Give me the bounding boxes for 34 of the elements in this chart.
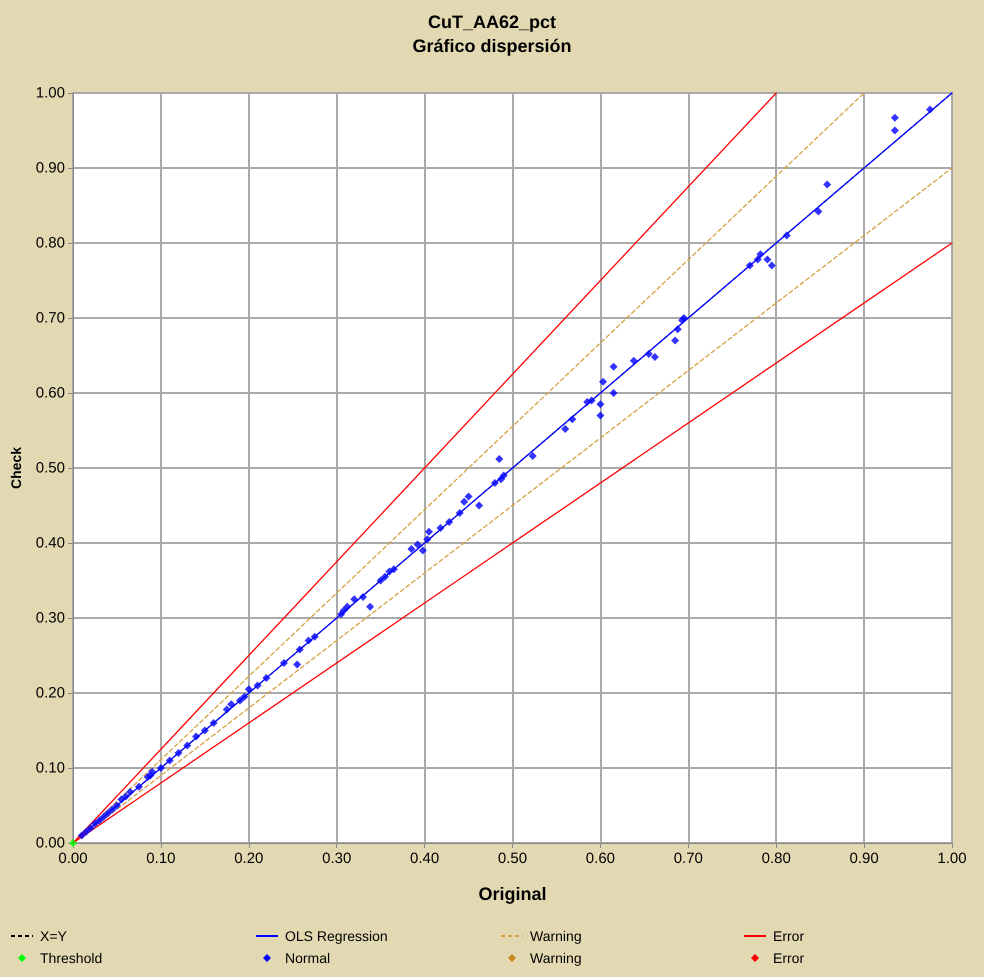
chart-subtitle: Gráfico dispersión	[412, 36, 572, 56]
x-tick-label: 0.50	[498, 850, 528, 867]
x-tick-label: 0.60	[586, 850, 615, 867]
x-axis-title: Original	[478, 884, 547, 904]
x-tick-label: 0.30	[322, 850, 352, 867]
y-tick-label: 0.90	[36, 160, 65, 176]
legend-label: Error	[773, 950, 804, 966]
y-tick-label: 0.10	[36, 760, 65, 776]
x-tick-label: 0.90	[850, 850, 879, 867]
x-tick-label: 0.10	[146, 850, 176, 867]
chart-title: CuT_AA62_pct	[428, 12, 556, 32]
legend-label: OLS Regression	[285, 928, 388, 944]
x-tick-label: 1.00	[937, 850, 967, 867]
y-tick-label: 1.00	[36, 84, 65, 102]
x-tick-label: 0.40	[410, 850, 440, 867]
legend-label: Warning	[530, 928, 582, 944]
y-tick-label: 0.00	[36, 834, 65, 852]
legend-label: Threshold	[40, 950, 102, 966]
x-tick-label: 0.00	[58, 850, 88, 867]
legend-label: X=Y	[40, 928, 67, 944]
y-tick-label: 0.20	[36, 684, 65, 702]
y-tick-label: 0.70	[36, 310, 65, 326]
legend-label: Error	[773, 928, 804, 944]
y-tick-label: 0.50	[36, 460, 65, 476]
legend-label: Warning	[530, 950, 582, 966]
y-tick-label: 0.60	[36, 384, 65, 402]
y-tick-label: 0.30	[36, 610, 65, 626]
x-tick-label: 0.20	[234, 850, 264, 867]
y-axis-title: Check	[8, 446, 24, 490]
y-tick-label: 0.80	[36, 234, 65, 252]
y-tick-label: 0.40	[36, 534, 65, 552]
x-tick-label: 0.70	[674, 850, 703, 867]
x-tick-label: 0.80	[762, 850, 791, 867]
legend-label: Normal	[285, 950, 330, 966]
